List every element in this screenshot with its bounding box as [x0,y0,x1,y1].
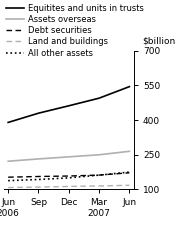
Text: $billion: $billion [142,36,176,45]
Legend: Equitites and units in trusts, Assets overseas, Debt securities, Land and buildi: Equitites and units in trusts, Assets ov… [6,4,144,58]
